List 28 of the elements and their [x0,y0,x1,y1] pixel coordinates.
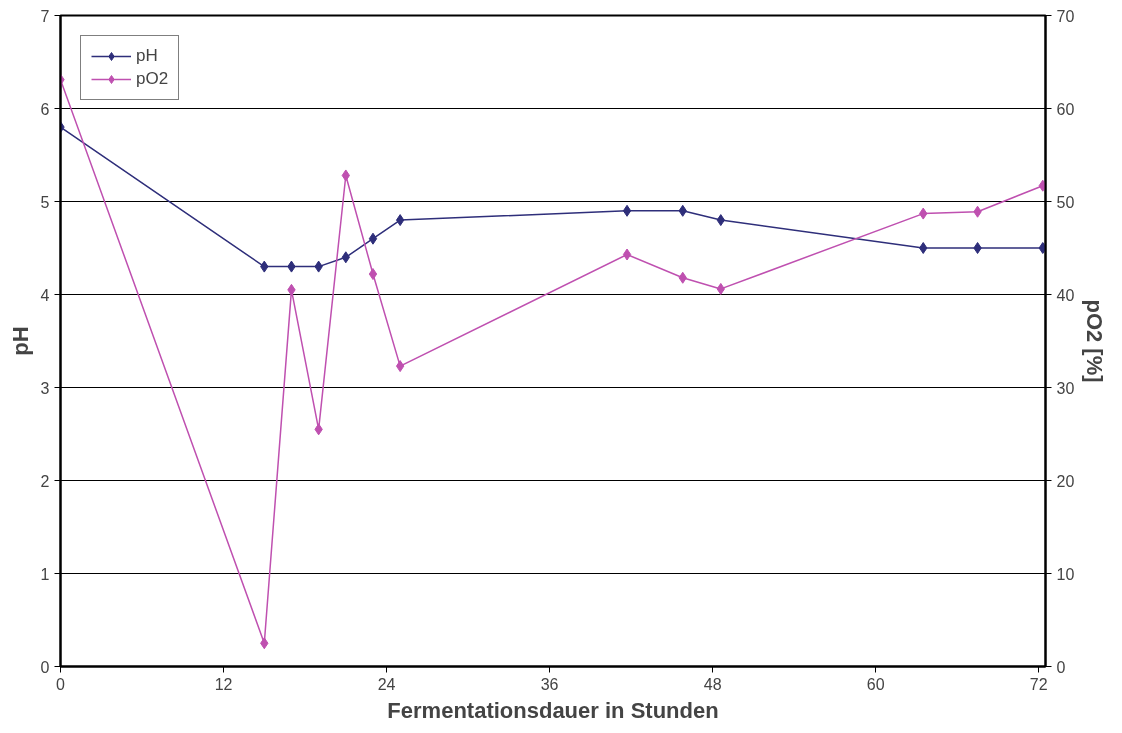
x-tick-label: 0 [56,675,66,693]
y-tick-label: 4 [40,286,50,304]
y2-tick-label: 40 [1056,286,1075,304]
y-tick-label: 1 [40,565,50,583]
y2-axis-title: pO2 [%] [1082,299,1108,383]
y-tick-label: 3 [40,379,50,397]
y2-tick-label: 60 [1056,100,1075,118]
x-tick-label: 60 [866,675,885,693]
y2-tick-label: 50 [1056,193,1075,211]
x-tick-label: 36 [540,675,559,693]
legend-label: pH [136,46,158,66]
y-tick-label: 5 [40,193,50,211]
y-tick-label: 6 [40,100,50,118]
y2-tick-label: 70 [1056,7,1075,25]
y-tick-label: 0 [40,658,50,676]
legend-label: pO2 [136,69,169,89]
y-tick-label: 2 [40,472,50,490]
y2-tick-label: 10 [1056,565,1075,583]
y-tick-label: 7 [40,7,50,25]
y-axis-title: pH [7,326,33,356]
x-axis-title: Fermentationsdauer in Stunden [387,697,719,723]
y2-tick-label: 20 [1056,472,1075,490]
x-tick-label: 72 [1029,675,1048,693]
y2-tick-label: 0 [1056,658,1066,676]
x-tick-label: 24 [377,675,396,693]
y2-tick-label: 30 [1056,379,1075,397]
x-tick-label: 48 [703,675,722,693]
x-tick-label: 12 [214,675,233,693]
